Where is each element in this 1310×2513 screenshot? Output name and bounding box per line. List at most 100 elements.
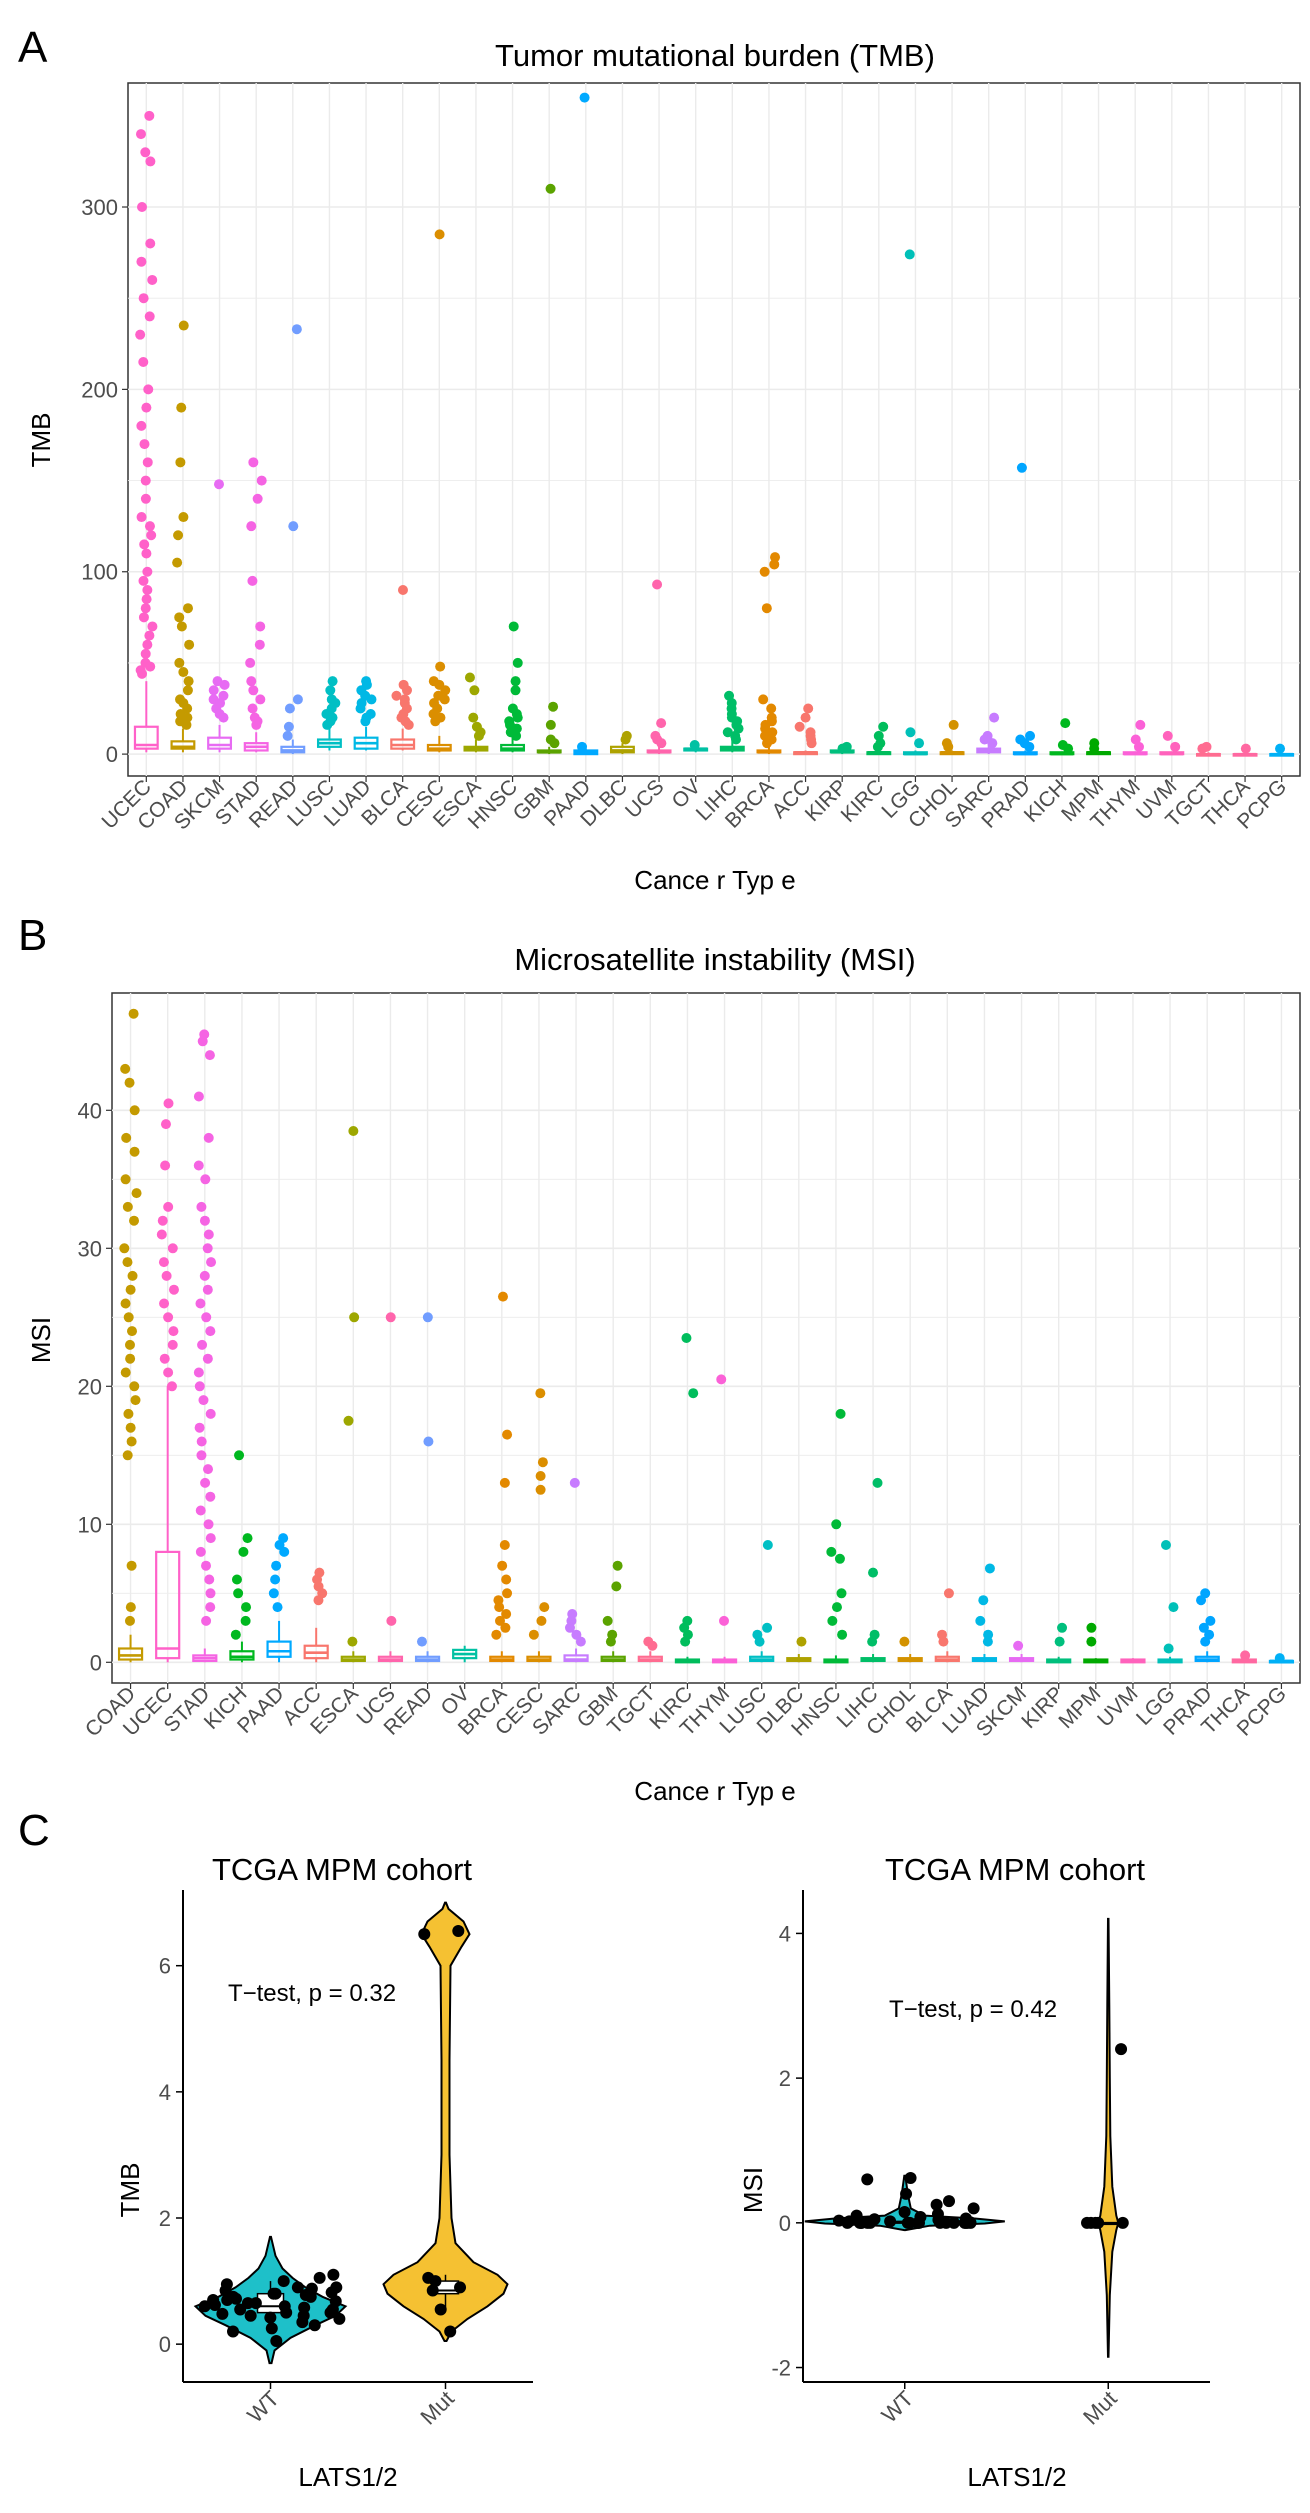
tmb_violin-data-point xyxy=(444,2325,457,2338)
tmb_violin-data-point xyxy=(304,2290,317,2303)
tmb-outlier-point xyxy=(652,579,663,590)
tmb-category-brca xyxy=(756,552,782,755)
tmb-outlier-point xyxy=(766,703,777,714)
msi-outlier-point xyxy=(167,1243,178,1254)
tmb_violin-data-point xyxy=(291,2281,304,2294)
tmb_violin-data-point xyxy=(198,2300,211,2313)
msi-x-tick-kirp: KIRP xyxy=(1017,1682,1068,1733)
msi-violin-title: TCGA MPM cohort xyxy=(885,1852,1145,1887)
msi-outlier-point xyxy=(193,1367,204,1378)
tmb_violin-data-point xyxy=(434,2303,447,2316)
msi_violin-data-point xyxy=(943,2195,956,2208)
msi-outlier-point xyxy=(826,1546,837,1557)
tmb_violin-data-point xyxy=(265,2322,278,2335)
tmb-outlier-point xyxy=(135,129,146,140)
msi-outlier-point xyxy=(535,1388,546,1399)
msi-outlier-point xyxy=(204,1050,215,1061)
tmb-outlier-point xyxy=(178,512,189,523)
tmb-category-sarc xyxy=(976,712,1002,755)
msi-outlier-point xyxy=(125,1353,136,1364)
tmb_violin-data-point xyxy=(298,2301,311,2314)
msi-outlier-point xyxy=(195,1298,206,1309)
tmb-outlier-point xyxy=(246,521,257,532)
msi-outlier-point xyxy=(681,1333,692,1343)
msi-outlier-point xyxy=(605,1636,616,1647)
tmb_violin-data-point xyxy=(454,2281,467,2294)
tmb-category-kirc xyxy=(866,721,892,756)
tmb-category-thym xyxy=(1122,719,1148,756)
tmb-outlier-point xyxy=(174,612,185,623)
tmb-outlier-point xyxy=(803,703,814,714)
msi-outlier-point xyxy=(163,1098,174,1109)
tmb-x-tick-kich: KICH xyxy=(1020,775,1072,827)
tmb-outlier-point xyxy=(183,676,194,687)
msi-category-brca xyxy=(489,1291,515,1663)
msi-outlier-point xyxy=(202,1353,213,1364)
msi-outlier-point xyxy=(834,1553,845,1564)
msi-outlier-point xyxy=(203,1229,214,1240)
tmb-outlier-point xyxy=(172,557,183,568)
tmb-outlier-point xyxy=(1060,718,1071,729)
msi-outlier-point xyxy=(130,1395,141,1406)
msi-category-ucs xyxy=(377,1312,404,1663)
msi-outlier-point xyxy=(196,1436,207,1447)
msi-outlier-point xyxy=(569,1477,580,1488)
msi-outlier-point xyxy=(163,1312,174,1323)
tmb-outlier-point xyxy=(549,738,560,749)
tmb-outlier-point xyxy=(135,329,146,340)
tmb-outlier-point xyxy=(759,566,770,577)
msi-y-tick-label: 20 xyxy=(78,1374,102,1399)
msi-outlier-point xyxy=(386,1615,397,1626)
tmb-outlier-point xyxy=(138,575,149,586)
tmb-outlier-point xyxy=(143,384,154,395)
tmb_violin-data-point xyxy=(308,2319,321,2332)
msi-outlier-point xyxy=(1196,1595,1207,1606)
msi-outlier-point xyxy=(203,1132,214,1143)
msi-category-thym xyxy=(711,1374,738,1664)
tmb-outlier-point xyxy=(176,402,187,413)
msi_violin-data-point xyxy=(947,2216,960,2229)
tmb_violin-data-point xyxy=(418,1928,431,1941)
msi-outlier-point xyxy=(719,1615,730,1626)
tmb-outlier-point xyxy=(435,661,446,672)
msi-outlier-point xyxy=(205,1602,216,1613)
tmb-category-prad xyxy=(1012,462,1038,756)
tmb-outlier-point xyxy=(245,657,256,668)
tmb-outlier-point xyxy=(770,552,781,563)
msi-outlier-point xyxy=(231,1574,242,1585)
msi-outlier-point xyxy=(230,1629,241,1640)
tmb-outlier-point xyxy=(512,712,523,723)
tmb-category-lgg xyxy=(902,249,928,756)
msi-outlier-point xyxy=(129,1381,140,1392)
tmb-category-ucec xyxy=(133,110,159,753)
tmb-category-blca xyxy=(390,584,416,751)
tmb-outlier-point xyxy=(689,739,700,750)
tmb-marks xyxy=(133,92,1295,757)
msi-outlier-point xyxy=(205,1326,216,1337)
msi-outlier-point xyxy=(124,1077,135,1088)
msi-outlier-point xyxy=(982,1636,993,1647)
msi-outlier-point xyxy=(831,1519,842,1530)
msi-outlier-point xyxy=(1086,1622,1097,1633)
msi-outlier-point xyxy=(242,1533,253,1544)
tmb_violin-data-point xyxy=(313,2271,326,2284)
tmb-outlier-point xyxy=(142,584,153,595)
tmb-outlier-point xyxy=(403,719,414,730)
msi-outlier-point xyxy=(126,1436,137,1447)
msi-outlier-point xyxy=(602,1615,613,1626)
tmb-category-mpm xyxy=(1086,738,1112,756)
tmb-outlier-point xyxy=(322,719,333,730)
msi_violin-y-tick-label: 4 xyxy=(779,1921,791,1946)
tmb-x-axis-title: Cance r Typ e xyxy=(634,865,795,895)
msi-outlier-point xyxy=(343,1415,354,1426)
tmb-outlier-point xyxy=(213,479,224,490)
msi-outlier-point xyxy=(535,1484,546,1495)
msi-outlier-point xyxy=(195,1546,206,1557)
tmb-outlier-point xyxy=(145,238,156,249)
tmb-outlier-point xyxy=(248,457,259,468)
tmb-outlier-point xyxy=(548,701,559,712)
msi-outlier-point xyxy=(129,1146,140,1157)
tmb-outlier-point xyxy=(181,719,192,730)
msi-outlier-point xyxy=(200,1477,211,1488)
tmb-outlier-point xyxy=(904,249,915,260)
